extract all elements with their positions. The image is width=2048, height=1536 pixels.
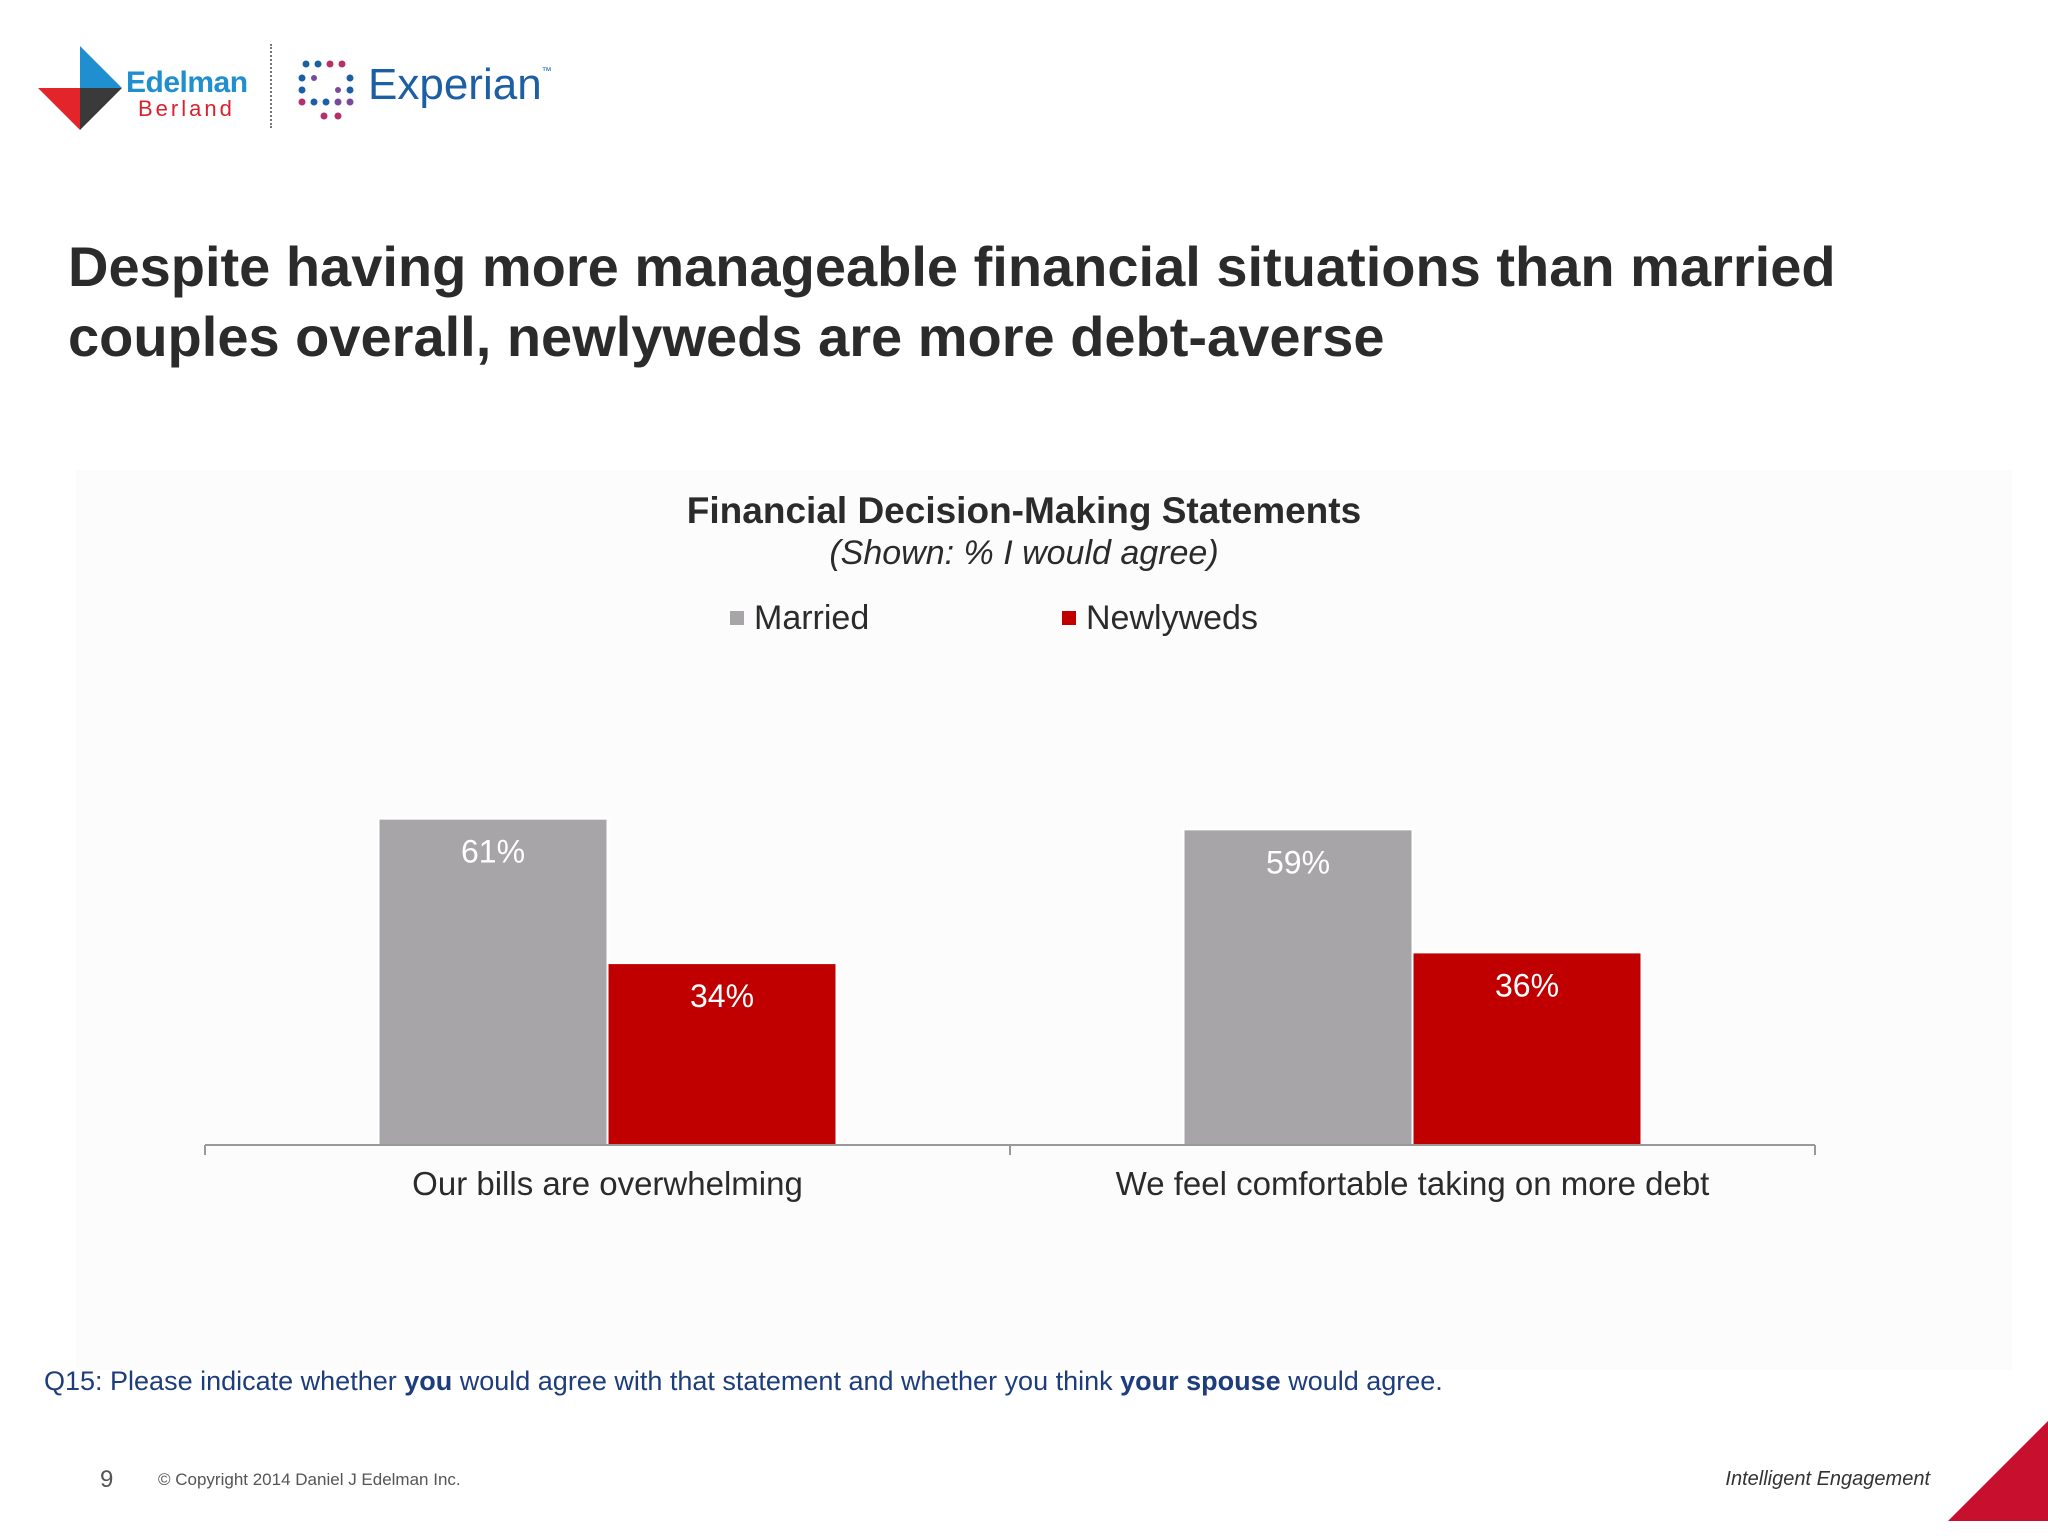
data-label-married-1: 61% [461,834,525,870]
experian-logo-icon [298,60,354,120]
data-label-newlyweds-1: 34% [690,978,754,1014]
question-emphasis-you: you [404,1366,453,1396]
data-label-married-2: 59% [1266,844,1330,880]
question-emphasis-spouse: your spouse [1120,1366,1281,1396]
logo-divider [270,44,272,128]
survey-question: Q15: Please indicate whether you would a… [44,1366,1443,1396]
logo-bar: Edelman Berland Experian™ [38,38,558,138]
legend-swatch-newlyweds [1062,611,1076,625]
bar-newlyweds-1 [606,962,838,1146]
berland-name: Berland [138,96,235,121]
page-number: 9 [100,1466,114,1493]
legend-swatch-married [730,611,744,625]
page-title: Despite having more manageable financial… [68,235,1836,368]
corner-triangle-icon [1948,1421,2048,1521]
chart-title: Financial Decision-Making Statements [686,490,1362,531]
bar-married-2 [1182,828,1414,1146]
edelman-name: Edelman [126,66,248,99]
legend-item-married: Married [730,598,869,638]
data-label-newlyweds-2: 36% [1495,967,1559,1003]
legend-label-newlyweds: Newlyweds [1086,598,1258,637]
legend-label-married: Married [754,598,870,637]
tagline: Intelligent Engagement [1725,1468,1930,1490]
category-label-2: We feel comfortable taking on more debt [1116,1165,1710,1202]
category-label-1: Our bills are overwhelming [412,1165,803,1202]
legend-item-newlyweds: Newlyweds [1062,598,1258,638]
bar-married-1 [377,817,609,1147]
copyright: © Copyright 2014 Daniel J Edelman Inc. [158,1470,461,1489]
chart-subtitle: (Shown: % I would agree) [829,534,1219,572]
edelman-logo-icon [38,46,122,130]
experian-name: Experian™ [368,60,552,109]
